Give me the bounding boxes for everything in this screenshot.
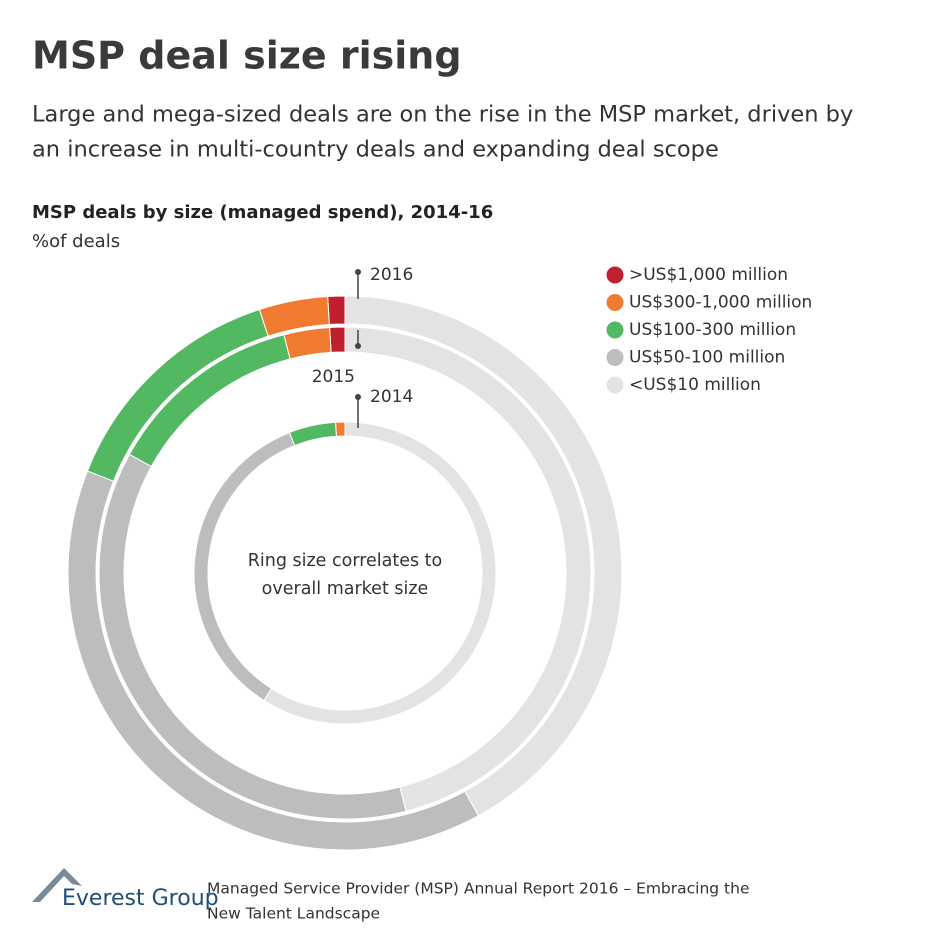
- ring-segment: [344, 295, 623, 817]
- label-dot: [355, 343, 361, 349]
- unit-label: %of deals: [32, 231, 120, 252]
- logo-mark: [32, 868, 82, 902]
- annotation: Ring size correlates to: [248, 551, 443, 571]
- legend-swatch: [606, 294, 624, 311]
- legend-label: >US$1,000 million: [629, 265, 788, 285]
- ring-segment: [288, 421, 337, 447]
- page-title: MSP deal size rising: [32, 34, 462, 78]
- legend-label: <US$10 million: [629, 375, 761, 395]
- subtitle: Large and mega-sized deals are on the ri…: [32, 102, 853, 128]
- annotation: overall market size: [262, 579, 429, 599]
- label-dot: [355, 394, 361, 400]
- ring-segment: [344, 326, 592, 812]
- legend-swatch: [606, 349, 624, 366]
- ring-segment: [263, 421, 497, 725]
- source: Managed Service Provider (MSP) Annual Re…: [207, 880, 750, 898]
- source: New Talent Landscape: [207, 905, 380, 923]
- ring-segment: [327, 295, 346, 326]
- legend-label: US$100-300 million: [629, 320, 796, 340]
- ring-segment: [283, 326, 332, 360]
- subtitle: an increase in multi-country deals and e…: [32, 137, 719, 163]
- ring-label: 2016: [370, 265, 413, 285]
- legend-label: US$50-100 million: [629, 348, 785, 368]
- logo-text: Everest Group: [62, 886, 219, 911]
- ring-label: 2014: [370, 387, 413, 407]
- label-dot: [355, 269, 361, 275]
- ring-segment: [334, 421, 346, 437]
- legend-swatch: [606, 266, 624, 284]
- legend-label: US$300-1,000 million: [629, 293, 812, 313]
- ring-label: 2015: [312, 367, 355, 387]
- chart-title: MSP deals by size (managed spend), 2014-…: [32, 202, 493, 223]
- ring-segment: [329, 326, 346, 353]
- legend-swatch: [606, 321, 624, 339]
- legend-swatch: [606, 376, 624, 394]
